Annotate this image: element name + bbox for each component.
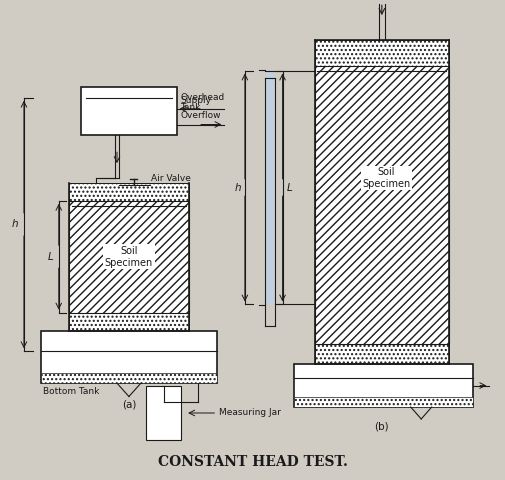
Bar bbox=[40, 331, 217, 383]
Bar bbox=[265, 71, 274, 304]
Bar bbox=[293, 364, 472, 407]
Text: Overhead
Tank: Overhead Tank bbox=[180, 93, 224, 112]
Text: Measuring Jar: Measuring Jar bbox=[218, 408, 280, 418]
Bar bbox=[315, 66, 448, 344]
Bar bbox=[293, 397, 472, 407]
Text: h: h bbox=[12, 219, 19, 229]
Bar bbox=[145, 385, 181, 441]
Text: Bottom Tank: Bottom Tank bbox=[43, 387, 99, 396]
Text: CONSTANT HEAD TEST.: CONSTANT HEAD TEST. bbox=[158, 455, 347, 469]
Bar bbox=[315, 39, 448, 66]
Bar bbox=[295, 378, 469, 397]
Text: L: L bbox=[47, 252, 53, 262]
Bar bbox=[69, 201, 188, 312]
Text: (a): (a) bbox=[122, 400, 136, 409]
Text: Supply: Supply bbox=[180, 96, 211, 105]
Bar bbox=[315, 344, 448, 364]
Text: L: L bbox=[286, 182, 291, 192]
Text: Soil
Specimen: Soil Specimen bbox=[105, 246, 153, 267]
Bar bbox=[69, 312, 188, 331]
Bar bbox=[69, 183, 188, 201]
Bar bbox=[43, 351, 215, 372]
Text: Soil
Specimen: Soil Specimen bbox=[362, 167, 410, 189]
Text: Air Valve: Air Valve bbox=[151, 174, 191, 183]
Text: Overflow: Overflow bbox=[180, 111, 221, 120]
Bar bbox=[40, 372, 217, 383]
Bar bbox=[81, 87, 176, 135]
Text: (b): (b) bbox=[374, 421, 388, 431]
Text: h: h bbox=[234, 182, 241, 192]
